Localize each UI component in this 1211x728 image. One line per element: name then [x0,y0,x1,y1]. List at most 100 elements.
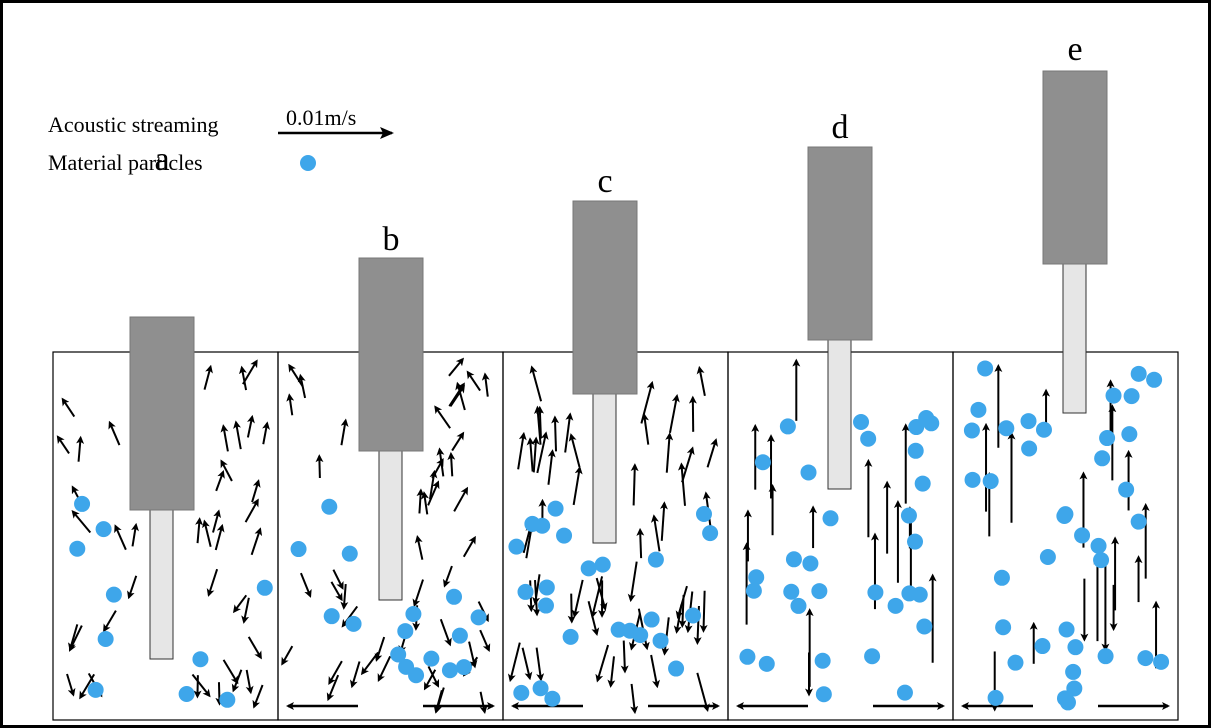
streaming-arrow [103,610,117,633]
streaming-arrow [214,523,225,551]
particle [341,545,358,562]
legend-particles: Material particles [48,150,203,175]
streaming-arrow [641,412,650,445]
streaming-arrow [242,359,258,385]
streaming-arrow [246,414,255,438]
streaming-arrow [595,577,608,611]
particle [993,569,1010,586]
particle [963,422,980,439]
particle [538,579,555,596]
streaming-arrow [286,393,295,416]
streaming-arrow [71,509,92,534]
particle [446,588,463,605]
particle [537,597,554,614]
streaming-arrow [636,527,645,559]
streaming-arrow [68,625,83,652]
streaming-arrow [589,576,604,619]
streaming-arrow [681,446,695,483]
streaming-arrow [677,462,686,506]
particle [685,607,702,624]
probe-rod [827,338,852,490]
streaming-arrow [300,572,312,598]
streaming-arrow [696,672,710,712]
particle [1130,365,1147,382]
streaming-arrow [427,480,440,506]
streaming-arrow [262,421,270,445]
streaming-arrow [341,605,359,628]
probe-head [807,146,873,341]
particle [594,556,611,573]
particle [923,415,940,432]
streaming-arrow [377,655,392,682]
streaming-arrow [326,674,340,702]
particle [1094,450,1111,467]
legend-streaming: Acoustic streaming [48,112,218,137]
streaming-arrow [315,454,324,479]
streaming-arrow [529,365,543,402]
streaming-arrow [127,575,138,600]
particle [745,582,762,599]
streaming-arrow [412,579,424,608]
streaming-arrow [108,420,121,446]
particle [867,584,884,601]
streaming-arrow [630,463,639,506]
streaming-arrow [532,574,541,606]
particle [907,442,924,459]
particle [785,551,802,568]
streaming-arrow [332,569,344,590]
particle [739,648,756,665]
particle [451,627,468,644]
particle [887,597,904,614]
streaming-arrow [668,393,680,434]
streaming-arrow [551,415,560,452]
particle [802,555,819,572]
streaming-arrow [448,357,465,377]
probe-head [572,200,638,395]
particle [987,689,1004,706]
streaming-arrow [247,636,262,660]
particle [74,495,91,512]
particle [610,621,627,638]
panel-label: d [832,109,849,146]
particle [408,667,425,684]
particle [1074,527,1091,544]
particle [547,500,564,517]
particle [1034,638,1051,655]
particle [455,659,472,676]
panel-label: b [383,221,400,258]
streaming-arrow [281,645,294,666]
streaming-arrow [191,673,211,698]
particle [95,521,112,538]
particle [916,618,933,635]
particle [178,685,195,702]
particle [853,413,870,430]
streaming-arrow [414,534,424,560]
streaming-arrow [195,517,204,544]
streaming-arrow [56,435,70,454]
streaming-arrow [231,669,243,693]
particle [814,652,831,669]
streaming-arrow [131,522,139,547]
particle [1007,654,1024,671]
particle [643,611,660,628]
streaming-arrow [220,459,233,482]
streaming-arrow [567,593,576,624]
particle [800,464,817,481]
particle [517,583,534,600]
streaming-arrow [232,594,248,614]
streaming-arrow [535,647,545,682]
streaming-arrow [650,654,660,689]
particle [192,651,209,668]
streaming-arrow [630,683,639,715]
streaming-arrow [521,647,533,681]
particle [652,632,669,649]
particle [896,684,913,701]
legend-dot [300,155,316,171]
streaming-arrow [568,433,581,468]
particle [321,498,338,515]
streaming-arrow [423,669,437,691]
streaming-arrow [696,365,706,397]
streaming-arrow [536,431,549,474]
particle [995,619,1012,636]
streaming-arrow [449,384,465,407]
